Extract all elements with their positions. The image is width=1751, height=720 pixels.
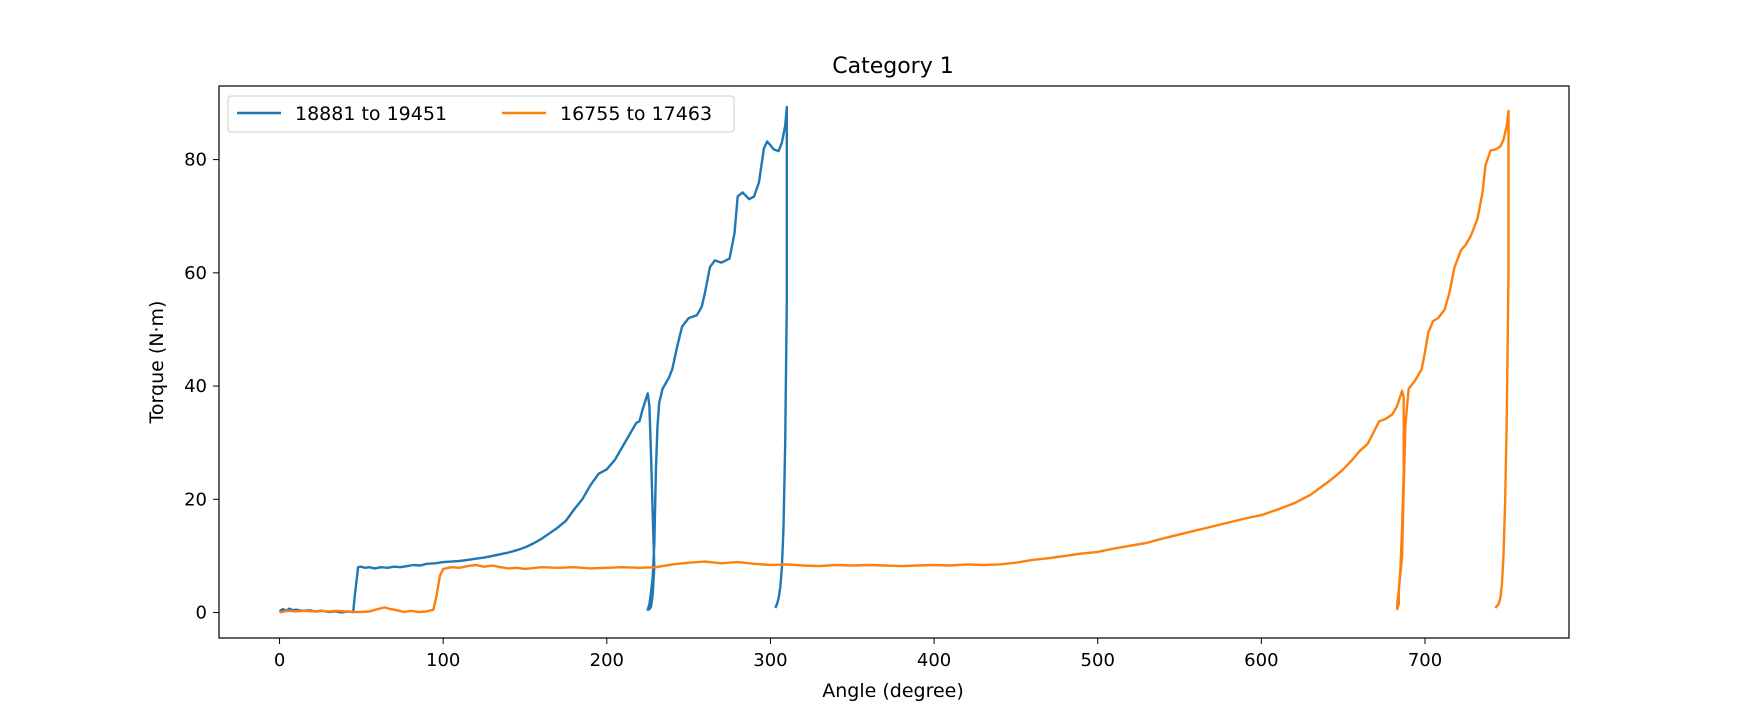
x-axis-label: Angle (degree)	[822, 680, 964, 702]
legend-label-series-1: 18881 to 19451	[295, 103, 447, 125]
x-tick-label: 300	[753, 650, 787, 671]
x-tick-label: 600	[1244, 650, 1278, 671]
legend: 18881 to 19451 16755 to 17463	[227, 95, 735, 133]
x-tick-label: 200	[590, 650, 624, 671]
y-tick-label: 80	[184, 150, 207, 171]
y-tick-label: 0	[196, 603, 207, 624]
legend-box	[227, 95, 735, 133]
x-tick-label: 100	[426, 650, 460, 671]
x-tick-label: 700	[1408, 650, 1442, 671]
x-tick-label: 0	[274, 650, 285, 671]
chart-title: Category 1	[832, 54, 953, 79]
x-tick-label: 400	[917, 650, 951, 671]
y-tick-label: 60	[184, 263, 207, 284]
y-tick-label: 40	[184, 376, 207, 397]
y-axis-label: Torque (N·m)	[146, 301, 168, 425]
plot-frame	[218, 85, 1570, 639]
y-tick-label: 20	[184, 489, 207, 510]
series-line-2	[279, 109, 1510, 614]
plot-lines	[278, 105, 1510, 614]
series-line-1	[278, 105, 788, 614]
x-tick-label: 500	[1081, 650, 1115, 671]
y-axis: 0 20 40 60 80	[184, 150, 219, 624]
x-axis: 0 100 200 300 400 500 600 700	[274, 638, 1442, 671]
legend-label-series-2: 16755 to 17463	[560, 103, 712, 125]
